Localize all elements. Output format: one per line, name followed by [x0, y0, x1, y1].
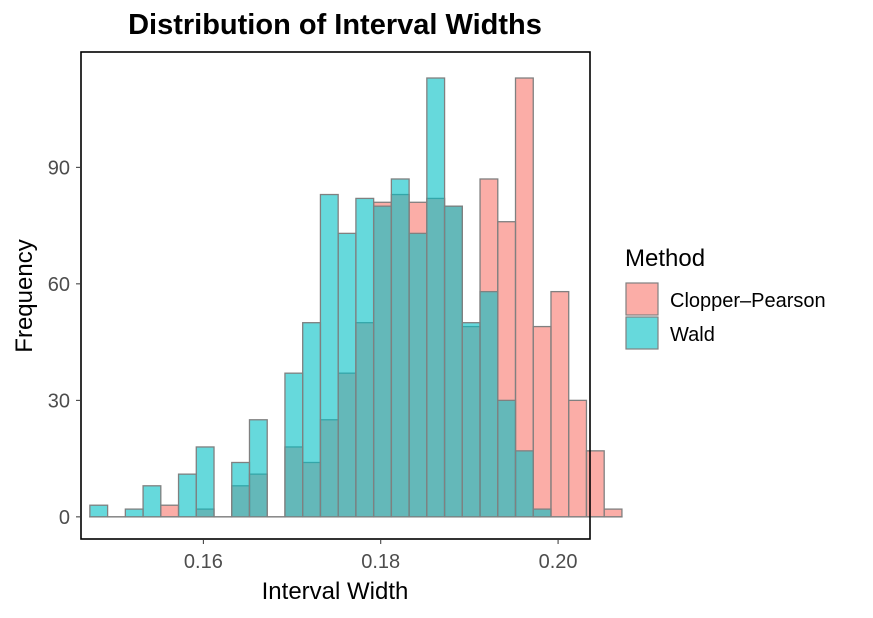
- y-tick-label: 0: [59, 507, 70, 529]
- bar-wald-21: [461, 322, 481, 518]
- bar-wald-12: [302, 322, 322, 518]
- bar-wald-17: [390, 178, 410, 518]
- y-tick-label: 60: [48, 274, 70, 296]
- bar-wald-24: [514, 450, 534, 518]
- legend-label-clopper-pearson: Clopper–Pearson: [670, 290, 826, 312]
- bar-wald-14: [337, 232, 357, 518]
- bar-wald-19: [426, 77, 446, 518]
- bar-clopper-pearson-29: [603, 508, 623, 518]
- x-tick-label: 0.18: [361, 551, 400, 573]
- bar-wald-22: [479, 290, 499, 518]
- legend-key-wald: [625, 316, 659, 350]
- legend-title: Method: [625, 245, 705, 272]
- bar-clopper-pearson-28: [585, 450, 605, 518]
- y-axis-ticks: 0 30 60 90: [48, 157, 81, 529]
- bar-wald-11: [284, 372, 304, 518]
- bar-wald-25: [532, 508, 552, 518]
- bar-wald-15: [355, 197, 375, 518]
- bar-wald-6: [195, 446, 215, 518]
- legend-label-wald: Wald: [670, 324, 715, 346]
- y-axis-title: Frequency: [11, 239, 38, 352]
- x-tick-label: 0.20: [539, 551, 578, 573]
- bar-wald-0: [89, 504, 109, 518]
- bar-wald-23: [497, 399, 517, 518]
- bar-wald-2: [124, 508, 144, 518]
- x-axis-ticks: 0.16 0.18 0.20: [184, 539, 578, 573]
- bar-wald-13: [319, 193, 339, 518]
- bar-wald-5: [177, 473, 197, 518]
- x-axis-title: Interval Width: [262, 578, 409, 605]
- chart-title: Distribution of Interval Widths: [128, 9, 542, 41]
- bar-clopper-pearson-27: [568, 399, 588, 518]
- bar-wald-18: [408, 232, 428, 518]
- bar-clopper-pearson-26: [550, 290, 570, 518]
- bar-wald-16: [372, 205, 393, 518]
- bars-layer: [89, 77, 623, 518]
- bar-wald-8: [231, 461, 251, 518]
- plot-panel-border: [80, 51, 591, 540]
- bar-wald-9: [248, 419, 268, 518]
- y-tick-label: 30: [48, 390, 70, 412]
- bar-clopper-pearson-4: [160, 504, 180, 518]
- legend-key-clopper-pearson: [625, 282, 659, 316]
- y-tick-label: 90: [48, 157, 70, 179]
- bar-clopper-pearson-25: [532, 325, 552, 518]
- x-tick-label: 0.16: [184, 551, 223, 573]
- bar-wald-3: [142, 485, 162, 518]
- bar-wald-20: [443, 205, 463, 518]
- legend: Method Clopper–Pearson Wald: [625, 245, 826, 350]
